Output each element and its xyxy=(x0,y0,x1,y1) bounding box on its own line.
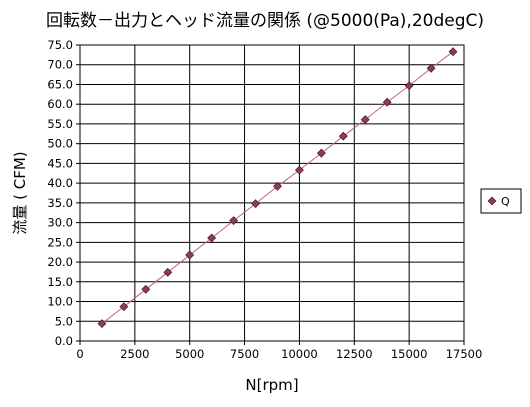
y-tick-label: 75.0 xyxy=(47,38,73,52)
y-tick-label: 0.0 xyxy=(55,334,73,348)
x-tick-label: 15000 xyxy=(391,347,428,361)
x-tick-label: 12500 xyxy=(336,347,373,361)
y-tick-label: 40.0 xyxy=(47,176,73,190)
data-point xyxy=(273,181,282,191)
data-point xyxy=(360,115,370,125)
y-tick-label: 60.0 xyxy=(47,97,73,111)
y-tick-label: 70.0 xyxy=(47,58,73,72)
data-point xyxy=(382,97,392,107)
x-tick-label: 17500 xyxy=(446,347,483,361)
data-point xyxy=(229,216,239,226)
data-point xyxy=(404,81,414,91)
x-tick-label: 10000 xyxy=(281,347,318,361)
x-tick-label: 0 xyxy=(76,347,83,361)
data-point xyxy=(295,165,304,175)
x-tick-label: 5000 xyxy=(175,347,204,361)
plot-area xyxy=(79,44,465,342)
y-axis-ticks: 0.0 5.0 10.0 15.0 20.0 25.0 30.0 35.0 40.0 45.0 50… xyxy=(47,38,80,348)
legend: Q xyxy=(480,188,522,214)
y-tick-label: 20.0 xyxy=(47,255,73,269)
y-tick-label: 45.0 xyxy=(47,156,73,170)
series-layer xyxy=(97,47,458,329)
legend-marker xyxy=(487,196,497,206)
gridlines xyxy=(80,45,464,341)
x-tick-label: 2500 xyxy=(120,347,149,361)
y-tick-label: 55.0 xyxy=(47,117,73,131)
data-point xyxy=(448,47,458,57)
x-axis-ticks: 0 2500 5000 7500 10000 12500 15000 17500 xyxy=(76,341,482,361)
data-point xyxy=(251,199,260,209)
data-point xyxy=(141,284,151,294)
data-point xyxy=(185,250,195,260)
y-tick-label: 25.0 xyxy=(47,235,73,249)
data-point xyxy=(316,148,326,158)
y-axis-title: 流量 ( CFM) xyxy=(11,151,29,234)
data-point xyxy=(97,319,107,329)
y-tick-label: 10.0 xyxy=(47,295,73,309)
x-axis-title: N[rpm] xyxy=(245,376,298,394)
y-tick-label: 50.0 xyxy=(47,137,73,151)
y-tick-label: 15.0 xyxy=(47,275,73,289)
chart-title: 回転数－出力とヘッド流量の関係 (@5000(Pa),20degC) xyxy=(46,11,484,31)
y-tick-label: 65.0 xyxy=(47,77,73,91)
data-point xyxy=(338,131,348,141)
y-tick-label: 5.0 xyxy=(55,314,73,328)
data-point xyxy=(207,233,217,243)
data-point xyxy=(119,302,129,312)
x-tick-label: 7500 xyxy=(230,347,259,361)
y-tick-label: 30.0 xyxy=(47,216,73,230)
legend-label: Q xyxy=(501,195,510,208)
data-point xyxy=(426,63,436,73)
data-point xyxy=(163,267,173,277)
y-tick-label: 35.0 xyxy=(47,196,73,210)
